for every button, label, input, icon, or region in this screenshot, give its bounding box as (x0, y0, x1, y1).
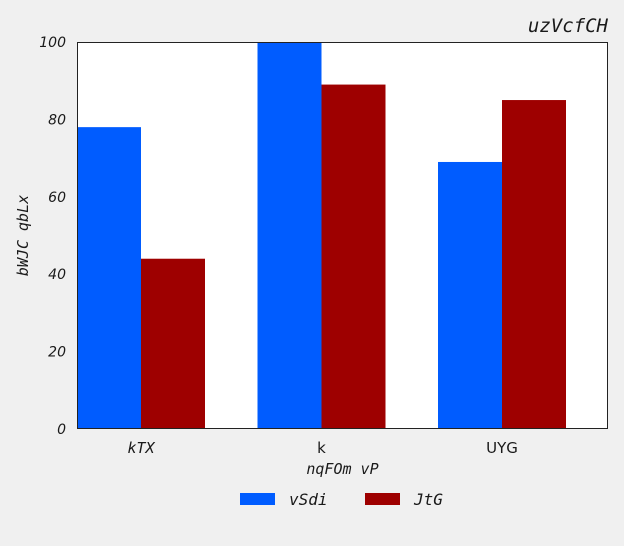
y-axis-label: bWJC qbLx (14, 195, 32, 276)
x-tick-label: UYG (486, 439, 518, 457)
bar-vSdi-UYG (438, 161, 502, 429)
bar-vSdi-k (257, 42, 322, 429)
bar-JtG-k (321, 84, 386, 429)
legend: vSdi JtG (240, 490, 443, 509)
y-tick-label: 20 (48, 345, 66, 361)
legend-label-JtG: JtG (413, 490, 443, 509)
x-axis-label: nqFOm vP (306, 460, 378, 478)
legend-swatch-JtG (365, 493, 400, 505)
y-tick-label: 80 (48, 112, 66, 128)
chart-title: uzVcfCH (528, 15, 609, 37)
legend-swatch-vSdi (240, 493, 275, 505)
y-tick-label: 40 (48, 267, 66, 283)
legend-label-vSdi: vSdi (289, 490, 328, 509)
y-tick-label: 0 (57, 422, 66, 438)
bar-JtG-kTX (141, 258, 205, 429)
bars-group (77, 42, 566, 430)
bar-vSdi-kTX (77, 127, 141, 429)
y-tick-label: 100 (39, 35, 66, 51)
y-axis-ticks: 0 20 40 60 80 100 (39, 35, 66, 438)
plot-frame (77, 42, 608, 429)
bar-JtG-UYG (502, 100, 566, 430)
y-tick-label: 60 (48, 190, 66, 206)
x-tick-label: kTX (127, 439, 155, 457)
x-tick-label: k (317, 439, 326, 457)
x-axis-ticks: kTX k UYG (127, 439, 517, 457)
